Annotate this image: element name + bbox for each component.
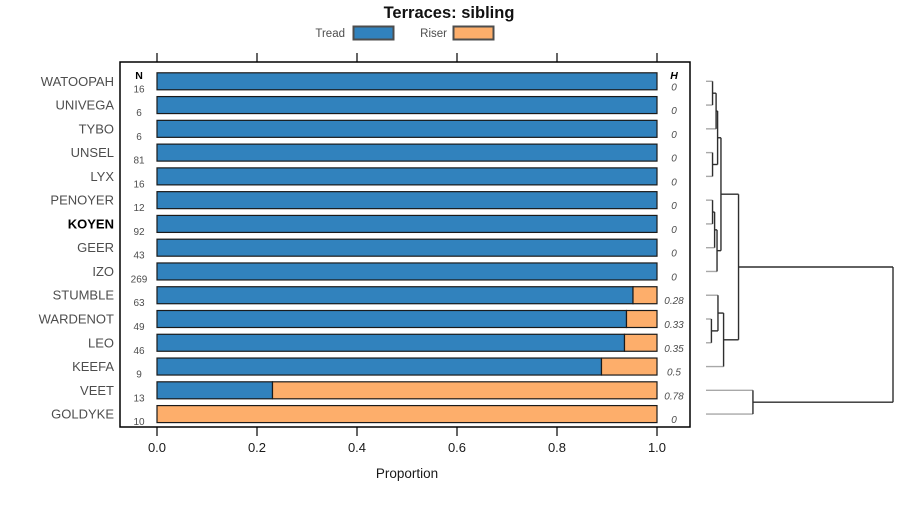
row-label-watoopah: WATOOPAH [41, 74, 114, 89]
bar-riser-keefa [600, 357, 658, 376]
bar-tread-unsel [156, 143, 658, 162]
bar-tread-stumble [156, 286, 634, 305]
bar-riser-wardenot [625, 309, 658, 329]
bar-riser-leo [623, 333, 658, 352]
h-value: 0 [671, 272, 677, 283]
axis-ticks: 0.0 0.2 0.4 0.6 0.8 1.0 [148, 53, 666, 455]
n-value: 10 [133, 417, 145, 428]
n-value: 81 [133, 156, 145, 167]
h-value: 0 [671, 249, 677, 260]
chart-title: Terraces: sibling [384, 4, 515, 22]
bar-tread-penoyer [156, 191, 658, 210]
bar-riser-stumble [632, 286, 658, 305]
bar-tread-koyen [156, 214, 658, 234]
x-tick-label: 0.2 [248, 440, 266, 455]
legend-swatch-tread [352, 25, 395, 41]
row-label-leo: LEO [88, 335, 114, 350]
n-value: 13 [133, 393, 145, 404]
n-value: 6 [136, 108, 142, 119]
h-value: 0 [671, 201, 677, 212]
row-label-unsel: UNSEL [71, 145, 114, 160]
bar-tread-wardenot [156, 309, 628, 329]
h-column-header: H [670, 70, 678, 82]
x-tick-label: 0.6 [448, 440, 466, 455]
legend-label-riser: Riser [420, 28, 447, 40]
h-value: 0 [671, 106, 677, 117]
h-value: 0.5 [667, 368, 681, 379]
bar-tread-leo [156, 333, 626, 352]
n-value: 49 [133, 322, 145, 333]
row-label-izo: IZO [92, 264, 114, 279]
n-column: N 16 6 6 81 16 12 92 43 269 63 49 46 9 13 10 [131, 70, 148, 428]
bar-tread-watoopah [156, 72, 658, 91]
h-value: 0.35 [664, 344, 684, 355]
bar-tread-univega [156, 95, 658, 115]
n-value: 6 [136, 132, 142, 143]
h-value: 0 [671, 415, 677, 426]
h-value: 0.28 [664, 296, 684, 307]
bar-tread-keefa [156, 357, 603, 376]
x-tick-label: 0.4 [348, 440, 366, 455]
dendrogram [706, 80, 894, 415]
panel-border [119, 61, 691, 428]
n-value: 16 [133, 84, 145, 95]
n-value: 269 [131, 274, 148, 285]
x-tick-label: 0.0 [148, 440, 166, 455]
h-value: 0.78 [664, 391, 684, 402]
h-value: 0.33 [664, 320, 684, 331]
row-label-geer: GEER [77, 240, 114, 255]
x-tick-label: 1.0 [648, 440, 666, 455]
x-tick-label: 0.8 [548, 440, 566, 455]
n-value: 63 [133, 298, 145, 309]
x-axis-title: Proportion [376, 466, 438, 481]
n-value: 16 [133, 179, 145, 190]
legend-label-tread: Tread [315, 28, 345, 40]
bar-tread-izo [156, 262, 658, 281]
row-label-tybo: TYBO [79, 121, 114, 136]
row-label-goldyke: GOLDYKE [51, 407, 114, 422]
bar-tread-tybo [156, 119, 658, 138]
bar-riser-goldyke [156, 404, 658, 424]
h-value: 0 [671, 225, 677, 236]
row-label-penoyer: PENOYER [50, 193, 114, 208]
row-label-veet: VEET [80, 383, 114, 398]
n-value: 12 [133, 203, 145, 214]
n-value: 46 [133, 346, 145, 357]
n-value: 92 [133, 227, 145, 238]
bar-tread-veet [156, 381, 274, 400]
bar-riser-veet [271, 381, 658, 400]
n-column-header: N [135, 70, 143, 82]
h-value: 0 [671, 130, 677, 141]
n-value: 9 [136, 370, 142, 381]
bars [156, 72, 658, 424]
legend-swatch-riser [452, 25, 495, 41]
n-value: 43 [133, 251, 145, 262]
bar-tread-geer [156, 238, 658, 257]
row-label-lyx: LYX [90, 169, 114, 184]
bar-tread-lyx [156, 167, 658, 186]
h-value: 0 [671, 177, 677, 188]
row-label-wardenot: WARDENOT [39, 312, 114, 327]
row-labels: WATOOPAH UNIVEGA TYBO UNSEL LYX PENOYER KOYEN G… [39, 74, 115, 422]
row-label-koyen: KOYEN [68, 216, 114, 231]
row-label-keefa: KEEFA [72, 359, 114, 374]
h-value: 0 [671, 154, 677, 165]
row-label-univega: UNIVEGA [55, 98, 114, 113]
row-label-stumble: STUMBLE [53, 288, 115, 303]
h-value: 0 [671, 82, 677, 93]
